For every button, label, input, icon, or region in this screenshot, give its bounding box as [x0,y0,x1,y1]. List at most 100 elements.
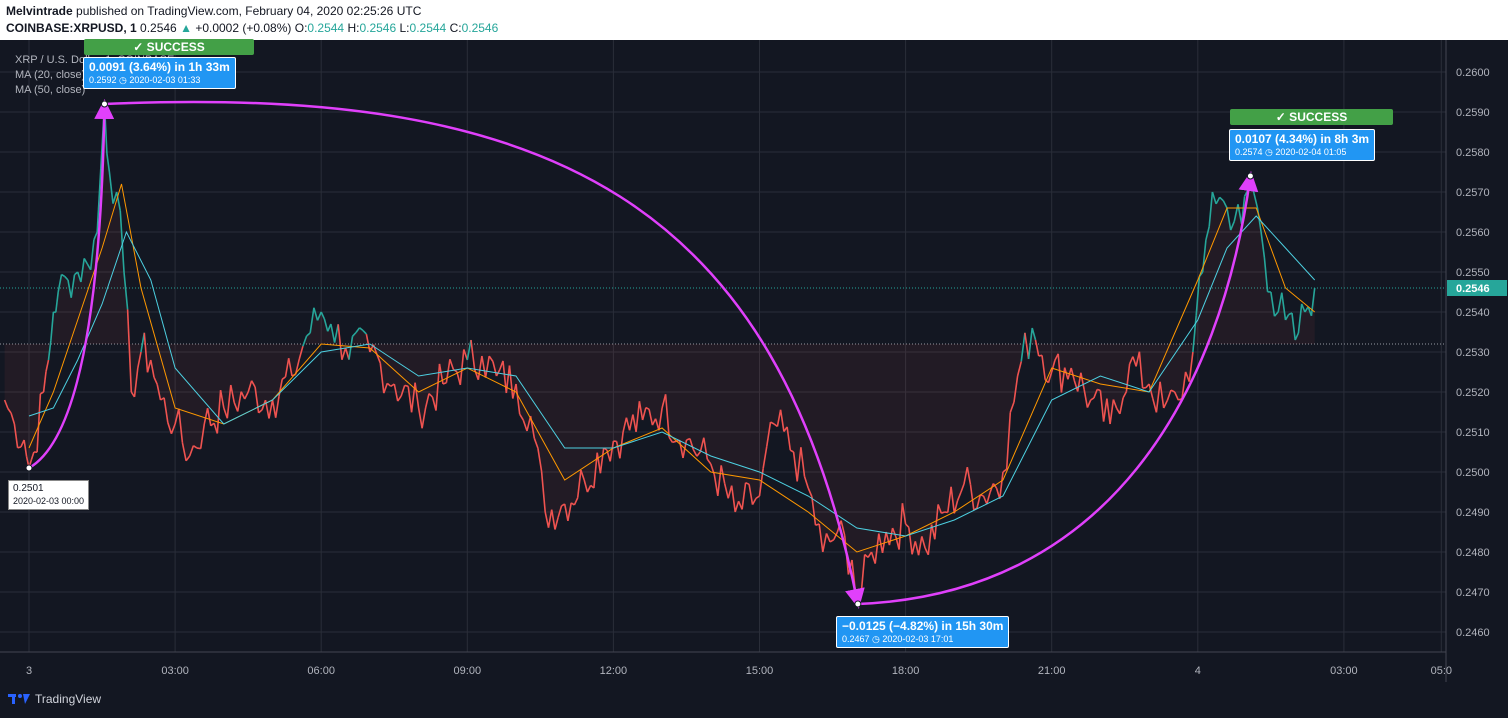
price-segment [10,412,16,425]
price-segment [379,363,385,394]
price-segment [1034,339,1040,357]
price-segment [50,311,55,341]
price-segment [547,509,553,528]
y-tick-label: 0.2540 [1456,307,1490,319]
measure-box-3: 0.0107 (4.34%) in 8h 3m 0.2574 ◷ 2020-02… [1229,129,1376,161]
price-segment [1263,257,1269,292]
price-segment [146,359,152,373]
price-segment [651,418,657,426]
price-segment [163,397,169,423]
price-segment [108,171,114,204]
price-segment [1013,375,1019,403]
price-segment [901,503,907,525]
price-segment [758,468,764,497]
price-segment [359,327,364,332]
price-segment [442,381,447,385]
price-segment [776,409,782,427]
tradingview-logo[interactable]: TradingView [8,692,101,706]
measure-1-sub: 0.2592 ◷ 2020-02-03 01:33 [89,75,201,85]
trend-arrows [25,99,1259,609]
price-segment [484,355,490,378]
price-segment [393,383,399,402]
legend-ma50: MA (50, close) [15,84,86,96]
price-segment [435,363,441,411]
price-segment [466,339,472,361]
price-segment [755,495,760,500]
price-segment [1050,360,1056,373]
price-segment [703,437,709,460]
price-segment [174,408,180,425]
price-segment [840,520,846,536]
price-segment [287,358,293,377]
price-segment [599,447,605,474]
pivot-point-1 [25,464,33,472]
price-segment [1005,412,1012,470]
x-tick-label: 09:00 [454,665,482,677]
price-segment [344,347,350,360]
price-segment [17,446,22,449]
author-name[interactable]: Melvintrade [6,4,73,18]
price-segment [807,487,813,498]
price-segment [891,527,897,538]
y-tick-label: 0.2470 [1456,587,1490,599]
price-segment [400,385,406,397]
price-segment [800,447,806,477]
price-segment [628,414,634,431]
y-tick-label: 0.2550 [1456,267,1490,279]
price-segment [1027,327,1033,360]
price-segment [488,355,494,362]
price-segment [3,399,9,409]
price-segment [96,168,102,233]
price-segment [563,503,569,522]
price-segment [243,391,249,400]
price-segment [143,332,149,373]
price-segment [706,458,712,465]
price-segment [1073,380,1079,392]
price-segment [341,347,347,360]
price-chart[interactable]: 0.2460 0.2470 0.2480 0.2490 0.2500 0.2510 0.25… [0,40,1508,682]
price-segment [921,536,926,549]
publish-line: Melvintrade published on TradingView.com… [6,3,1508,20]
price-segment [645,406,650,411]
price-segment [1099,390,1105,422]
brand-name: TradingView [35,692,102,706]
price-segment [206,408,212,426]
price-segment [526,415,532,432]
price-segment [609,440,615,462]
measure-3-sub: 0.2574 ◷ 2020-02-04 01:05 [1235,147,1347,157]
pivot-point-3 [854,600,862,608]
price-segment [1215,196,1221,205]
price-segment [42,371,47,393]
price-segment [878,533,884,554]
price-segment [1086,399,1092,408]
price-segment [410,382,416,413]
price-segment [1109,399,1115,425]
price-segment [1020,332,1026,362]
price-segment [641,407,647,421]
y-tick-label: 0.2480 [1456,547,1490,559]
price-segment [404,384,409,388]
price-segment [236,391,242,412]
price-segment [1253,193,1259,209]
price-segment [905,523,910,528]
x-tick-label: 03:00 [161,665,189,677]
price-segment [284,358,290,378]
price-segment [449,359,455,370]
price-segment [230,384,235,403]
price-segment [664,394,670,438]
price-segment [937,504,943,514]
price-segment [723,483,729,499]
price-segment [421,407,427,429]
high-value: 0.2546 [359,21,397,35]
price-segment [508,365,514,399]
chart-series [3,103,1316,605]
price-segment [867,551,873,558]
price-segment [941,511,945,514]
price-segment [89,239,95,270]
price-segment [870,551,876,564]
price-segment [519,413,524,421]
price-segment [271,399,277,418]
price-segment [250,380,256,388]
x-tick-label: 03:00 [1330,665,1358,677]
price-segment [950,486,956,514]
